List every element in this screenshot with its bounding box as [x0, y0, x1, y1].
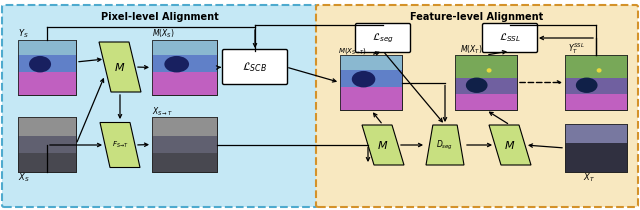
Ellipse shape: [486, 68, 492, 73]
Text: $\mathcal{L}_{seg}$: $\mathcal{L}_{seg}$: [372, 31, 394, 45]
Bar: [152, 40, 217, 55]
Bar: [565, 124, 627, 172]
Bar: [152, 153, 217, 172]
Bar: [18, 117, 76, 172]
Bar: [152, 117, 217, 136]
Ellipse shape: [164, 56, 189, 72]
Bar: [565, 55, 627, 110]
Text: $X_S$: $X_S$: [18, 171, 29, 184]
Bar: [455, 55, 517, 78]
Bar: [455, 93, 517, 110]
Ellipse shape: [352, 71, 375, 87]
Text: $Y_T^{SSL}$: $Y_T^{SSL}$: [568, 42, 585, 56]
Text: $F_{S\!\rightarrow\! T}$: $F_{S\!\rightarrow\! T}$: [111, 140, 129, 150]
Bar: [565, 55, 627, 110]
Bar: [152, 117, 217, 172]
Text: $M$: $M$: [504, 139, 516, 151]
Bar: [455, 78, 517, 93]
Bar: [18, 117, 76, 136]
Ellipse shape: [29, 56, 51, 72]
Bar: [455, 55, 517, 110]
FancyBboxPatch shape: [355, 24, 410, 52]
Bar: [152, 40, 217, 95]
Text: $M(X_S)$: $M(X_S)$: [152, 28, 175, 41]
Text: $Y_S$: $Y_S$: [18, 28, 29, 41]
Text: $M(X_T)$: $M(X_T)$: [460, 43, 483, 55]
Text: $M$: $M$: [115, 61, 125, 73]
FancyBboxPatch shape: [223, 50, 287, 84]
Text: $\mathcal{L}_{SCB}$: $\mathcal{L}_{SCB}$: [243, 60, 268, 74]
Bar: [18, 136, 76, 153]
Bar: [152, 55, 217, 72]
Polygon shape: [426, 125, 464, 165]
Bar: [18, 40, 76, 95]
Text: Feature-level Alignment: Feature-level Alignment: [410, 12, 543, 22]
Text: Pixel-level Alignment: Pixel-level Alignment: [101, 12, 219, 22]
Bar: [152, 40, 217, 95]
Ellipse shape: [466, 77, 488, 93]
Bar: [565, 124, 627, 143]
Text: $X_{S\rightarrow T}$: $X_{S\rightarrow T}$: [152, 105, 173, 118]
Text: $D_{seg}$: $D_{seg}$: [436, 138, 454, 152]
Polygon shape: [100, 122, 140, 168]
Bar: [565, 143, 627, 172]
Bar: [152, 117, 217, 172]
Bar: [455, 55, 517, 110]
FancyBboxPatch shape: [483, 24, 538, 52]
FancyBboxPatch shape: [2, 5, 317, 207]
Bar: [340, 55, 402, 70]
Bar: [152, 136, 217, 153]
Bar: [152, 72, 217, 95]
Bar: [18, 117, 76, 172]
Ellipse shape: [596, 68, 602, 73]
Bar: [565, 93, 627, 110]
Bar: [18, 55, 76, 72]
Bar: [340, 55, 402, 110]
Text: $\mathcal{L}_{SSL}$: $\mathcal{L}_{SSL}$: [499, 32, 521, 44]
Bar: [565, 78, 627, 93]
Polygon shape: [489, 125, 531, 165]
Polygon shape: [99, 42, 141, 92]
Text: $M$: $M$: [378, 139, 388, 151]
Bar: [18, 40, 76, 55]
Bar: [18, 153, 76, 172]
Bar: [18, 40, 76, 95]
FancyBboxPatch shape: [316, 5, 638, 207]
Bar: [340, 87, 402, 110]
Bar: [18, 72, 76, 95]
Text: $X_T$: $X_T$: [583, 171, 595, 184]
Bar: [340, 70, 402, 87]
Bar: [565, 124, 627, 172]
Text: $M(X_{S\!\rightarrow\! T})$: $M(X_{S\!\rightarrow\! T})$: [338, 46, 367, 55]
Bar: [565, 55, 627, 78]
Polygon shape: [362, 125, 404, 165]
Ellipse shape: [576, 77, 598, 93]
Bar: [340, 55, 402, 110]
